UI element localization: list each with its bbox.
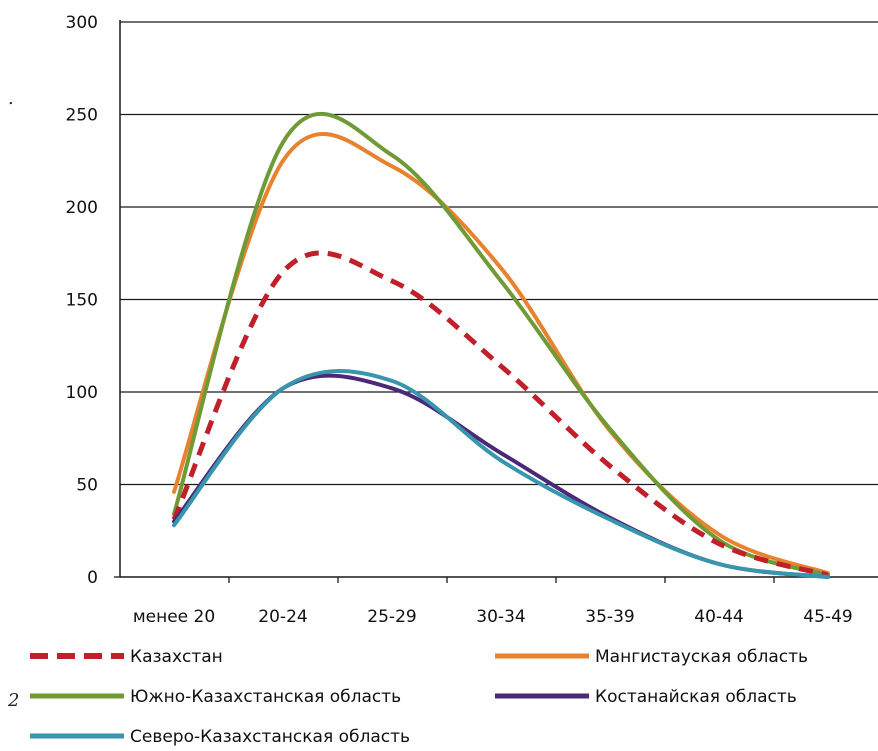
y-tick-label: 100 bbox=[66, 383, 98, 403]
grid-lines bbox=[120, 21, 878, 486]
series-line-3 bbox=[172, 111, 830, 578]
series-line-5 bbox=[172, 369, 830, 579]
legend-label: Казахстан bbox=[130, 647, 223, 667]
x-tick-label: 20-24 bbox=[258, 607, 307, 627]
x-tick-label: 30-34 bbox=[476, 607, 525, 627]
legend-label: Северо-Казахстанская область bbox=[130, 727, 410, 747]
y-tick-label: 250 bbox=[66, 106, 98, 126]
y-tick-label: 0 bbox=[87, 568, 98, 588]
legend: Казахстан Мангистауская область Южно-Казах… bbox=[30, 647, 808, 747]
legend-label: Южно-Казахстанская область bbox=[130, 687, 401, 707]
series-line-2 bbox=[172, 132, 830, 576]
x-tick-label: 40-44 bbox=[694, 607, 743, 627]
y-axis-tick-labels: 0 50 100 150 200 250 300 bbox=[66, 13, 98, 588]
y-tick-label: 300 bbox=[66, 13, 98, 33]
x-tick-label: менее 20 bbox=[133, 607, 215, 627]
y-tick-label: 150 bbox=[66, 291, 98, 311]
x-tick-label: 35-39 bbox=[585, 607, 634, 627]
series-lines bbox=[171, 111, 830, 579]
x-axis-tick-labels: менее 20 20-24 25-29 30-34 35-39 40-44 45-49 bbox=[133, 607, 853, 627]
stray-number-mark: 2 bbox=[7, 690, 19, 711]
x-tick-label: 25-29 bbox=[367, 607, 416, 627]
legend-label: Мангистауская область bbox=[595, 647, 808, 667]
legend-label: Костанайская область bbox=[595, 687, 797, 707]
axes bbox=[114, 20, 878, 583]
y-tick-label: 200 bbox=[66, 198, 98, 218]
stray-dot-mark: . bbox=[8, 88, 14, 109]
y-tick-label: 50 bbox=[76, 476, 98, 496]
series-line-1 bbox=[171, 250, 829, 578]
x-tick-label: 45-49 bbox=[803, 607, 852, 627]
